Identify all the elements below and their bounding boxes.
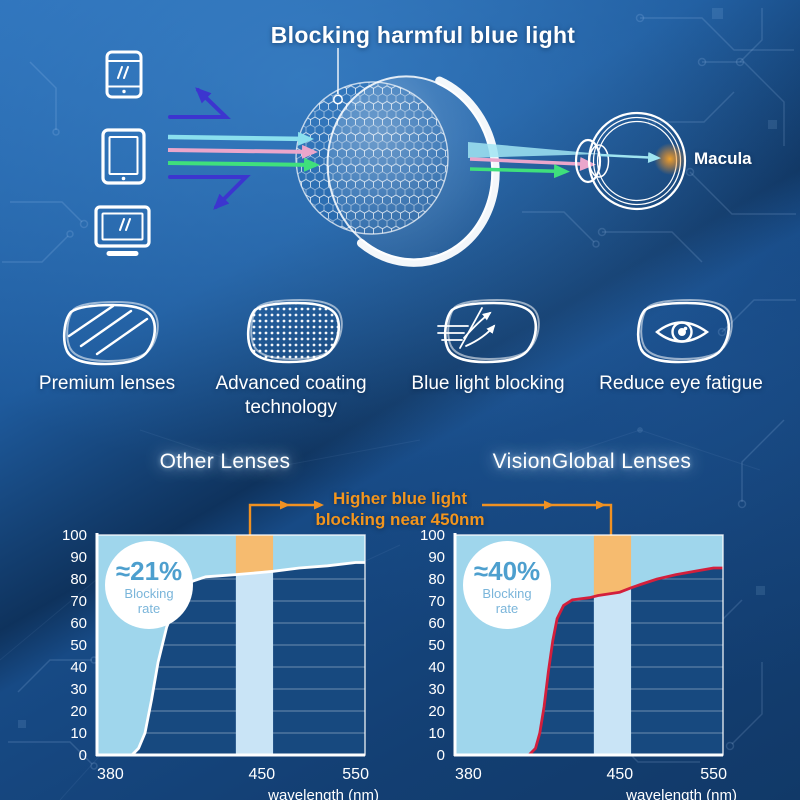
title-pointer-dot <box>333 94 343 105</box>
svg-text:30: 30 <box>428 681 445 698</box>
svg-text:Blocking: Blocking <box>124 586 173 601</box>
chart-other-lenses: ≈21% Blocking rate 0 10 20 30 40 50 60 70 80 90 100 38… <box>51 523 383 800</box>
svg-text:20: 20 <box>70 703 87 720</box>
svg-text:380: 380 <box>97 766 124 783</box>
feature-label-blue-light-blocking: Blue light blocking <box>411 373 565 394</box>
page-title: Blocking harmful blue light <box>270 22 576 48</box>
svg-text:Blocking: Blocking <box>482 586 531 601</box>
lens-blue-block-icon <box>437 298 540 364</box>
svg-text:80: 80 <box>70 571 87 588</box>
lens-stripes-icon <box>62 300 159 366</box>
svg-text:10: 10 <box>70 725 87 742</box>
svg-text:30: 30 <box>70 681 87 698</box>
svg-text:60: 60 <box>70 615 87 632</box>
annotation-higher-blocking: Higher blue light blocking near 450nm <box>288 488 512 531</box>
svg-text:550: 550 <box>342 766 369 783</box>
annotation-line2: blocking near 450nm <box>315 510 485 530</box>
blue-light-diagram <box>94 48 687 267</box>
svg-text:70: 70 <box>70 593 87 610</box>
svg-text:550: 550 <box>700 766 727 783</box>
pink-beam-in <box>167 144 318 159</box>
svg-text:80: 80 <box>428 571 445 588</box>
eye-lens-icon <box>588 144 610 178</box>
svg-text:450: 450 <box>248 766 275 783</box>
cyan-beam-out <box>468 142 602 158</box>
svg-text:rate: rate <box>138 601 160 616</box>
macula-label: Macula <box>694 149 752 168</box>
cornea-icon <box>574 138 602 184</box>
chart-visionglobal-lenses: ≈40% Blocking rate 0 10 20 30 40 50 60 70 80 90 100 38… <box>409 523 741 800</box>
svg-text:100: 100 <box>62 527 87 544</box>
svg-text:40: 40 <box>428 659 445 676</box>
reflected-arrow-up-icon <box>168 87 231 119</box>
feature-label-reduce-eye-fatigue: Reduce eye fatigue <box>599 373 763 394</box>
reflected-arrow-down-icon <box>168 175 251 210</box>
svg-text:wavelength (nm): wavelength (nm) <box>625 787 737 800</box>
tablet-icon <box>101 128 146 185</box>
svg-text:60: 60 <box>428 615 445 632</box>
pink-beam-out <box>469 156 596 171</box>
cyan-beam-to-macula <box>599 151 661 163</box>
eye-glyph <box>655 321 710 343</box>
svg-text:20: 20 <box>428 703 445 720</box>
svg-text:≈40%: ≈40% <box>474 556 540 586</box>
lens-eye-icon <box>636 298 733 364</box>
annotation-line1: Higher blue light <box>332 489 468 508</box>
svg-text:wavelength (nm): wavelength (nm) <box>267 787 379 800</box>
smartphone-icon <box>105 50 143 99</box>
svg-text:380: 380 <box>455 766 482 783</box>
macula-glow <box>654 143 686 175</box>
svg-text:40: 40 <box>70 659 87 676</box>
svg-text:0: 0 <box>437 747 445 764</box>
svg-text:70: 70 <box>428 593 445 610</box>
chart-title-visionglobal-lenses: VisionGlobal Lenses <box>492 450 692 473</box>
cyan-beam-in <box>167 131 314 146</box>
svg-text:50: 50 <box>428 637 445 654</box>
green-beam-out <box>469 164 570 179</box>
svg-text:0: 0 <box>79 747 87 764</box>
svg-text:rate: rate <box>496 601 518 616</box>
svg-text:90: 90 <box>428 549 445 566</box>
svg-text:50: 50 <box>70 637 87 654</box>
svg-text:100: 100 <box>420 527 445 544</box>
feature-label-premium-lenses: Premium lenses <box>38 373 176 394</box>
green-beam-in <box>167 157 320 172</box>
monitor-icon <box>94 205 151 256</box>
lens-coating-icon <box>246 298 343 364</box>
feature-label-advanced-coating: Advanced coating technology <box>215 373 367 418</box>
svg-text:90: 90 <box>70 549 87 566</box>
chart-title-other-lenses: Other Lenses <box>159 450 291 473</box>
svg-text:450: 450 <box>606 766 633 783</box>
svg-text:10: 10 <box>428 725 445 742</box>
svg-text:≈21%: ≈21% <box>116 556 182 586</box>
